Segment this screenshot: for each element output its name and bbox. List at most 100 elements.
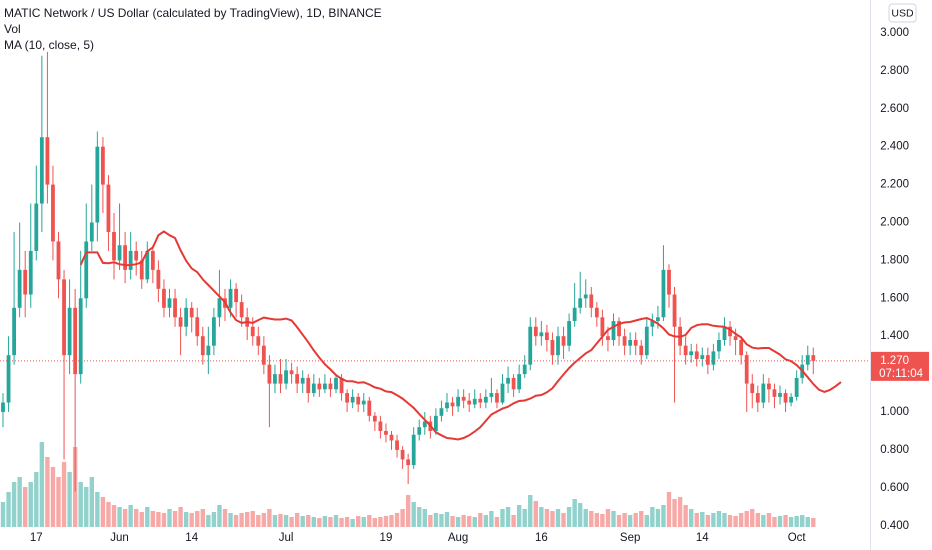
volume-bar xyxy=(511,515,516,527)
candle-body xyxy=(178,317,183,327)
candle-body xyxy=(739,340,744,356)
x-tick-label: 17 xyxy=(30,532,43,544)
volume-bar xyxy=(411,502,416,527)
candle-body xyxy=(195,317,200,337)
candle-body xyxy=(162,288,166,308)
currency-button[interactable] xyxy=(888,3,917,23)
candle-body xyxy=(95,146,100,223)
candle-body xyxy=(495,393,499,403)
volume-bar xyxy=(633,513,638,527)
ma-line xyxy=(79,230,842,441)
candle-body xyxy=(772,389,777,397)
candle-body xyxy=(406,459,411,466)
x-tick-label: Jul xyxy=(279,532,294,544)
candle-body xyxy=(600,317,605,337)
candle-body xyxy=(372,415,377,422)
volume-bar xyxy=(45,457,50,527)
y-tick-label: 1.000 xyxy=(880,406,909,418)
candle-body xyxy=(156,269,161,289)
volume-bar xyxy=(34,472,39,527)
y-tick-label: 1.400 xyxy=(880,330,909,342)
volume-bar xyxy=(84,487,89,527)
candle-body xyxy=(761,383,766,403)
chart-title: MATIC Network / US Dollar (calculated by… xyxy=(4,6,382,20)
volume-bar xyxy=(361,517,366,527)
volume-bar xyxy=(461,515,466,527)
volume-bar xyxy=(722,513,727,527)
volume-legend: Vol xyxy=(4,22,21,36)
y-tick-label: 0.400 xyxy=(880,520,909,532)
volume-bar xyxy=(794,516,799,527)
candle-body xyxy=(656,317,660,322)
volume-bar xyxy=(39,442,45,527)
x-tick-label: 19 xyxy=(380,532,393,544)
volume-bar xyxy=(50,467,56,527)
candle-body xyxy=(417,427,422,435)
volume-bar xyxy=(67,472,72,527)
currency-label[interactable]: USD xyxy=(891,7,914,19)
plot-area xyxy=(0,51,870,527)
candle-body xyxy=(356,396,361,405)
volume-bar xyxy=(100,497,106,527)
volume-bar xyxy=(128,505,133,527)
volume-bar xyxy=(661,505,666,527)
volume-bar xyxy=(505,507,511,527)
candle-body xyxy=(639,345,644,356)
candle-body xyxy=(106,184,111,232)
candle-body xyxy=(528,326,533,365)
candle-body xyxy=(101,146,105,185)
candle-body xyxy=(139,260,144,280)
volume-bar xyxy=(772,517,777,527)
volume-bar xyxy=(267,509,272,527)
y-tick-label: 2.800 xyxy=(880,65,909,77)
volume-bar xyxy=(233,515,239,527)
y-tick-label: 1.800 xyxy=(880,254,909,266)
volume-bar xyxy=(256,515,261,527)
volume-bar xyxy=(417,507,422,527)
volume-bar xyxy=(161,513,167,527)
volume-bar xyxy=(494,517,500,527)
last-price-label: 1.270 xyxy=(880,355,909,367)
candle-body xyxy=(378,421,383,431)
volume-bar xyxy=(650,507,655,527)
volume-bar xyxy=(566,507,572,527)
candle-body xyxy=(261,345,266,365)
x-tick-label: Jun xyxy=(110,532,129,544)
candle-body xyxy=(267,364,272,384)
candle-body xyxy=(683,345,688,356)
candle-body xyxy=(744,355,749,384)
volume-bar xyxy=(200,509,205,527)
candle-body xyxy=(617,321,621,337)
candle-body xyxy=(89,222,94,242)
candle-body xyxy=(73,307,78,375)
candle-body xyxy=(117,245,122,261)
candle-body xyxy=(778,393,782,397)
candle-body xyxy=(589,294,594,308)
candle-body xyxy=(489,393,494,397)
candle-body xyxy=(572,307,577,322)
volume-bar xyxy=(11,482,17,527)
volume-bar xyxy=(294,513,300,527)
volume-bar xyxy=(544,509,550,527)
x-tick-label: Sep xyxy=(620,532,640,544)
volume-bar xyxy=(805,517,810,527)
candle-body xyxy=(56,241,61,280)
volume-bar xyxy=(172,511,178,527)
volume-bar xyxy=(333,515,339,527)
volume-bar xyxy=(261,513,267,527)
volume-bar xyxy=(228,513,233,527)
volume-bar xyxy=(222,509,228,527)
y-tick-label: 1.600 xyxy=(880,292,909,304)
volume-bar xyxy=(711,513,716,527)
volume-bar xyxy=(56,477,61,527)
candle-body xyxy=(228,288,233,308)
volume-bar xyxy=(627,515,633,527)
volume-bar xyxy=(189,513,194,527)
candle-body xyxy=(67,307,72,356)
candle-body xyxy=(733,336,738,341)
candle-body xyxy=(78,298,83,375)
y-tick-label: 2.000 xyxy=(880,217,909,229)
x-tick-label: Aug xyxy=(448,532,468,544)
candle-body xyxy=(722,326,727,341)
